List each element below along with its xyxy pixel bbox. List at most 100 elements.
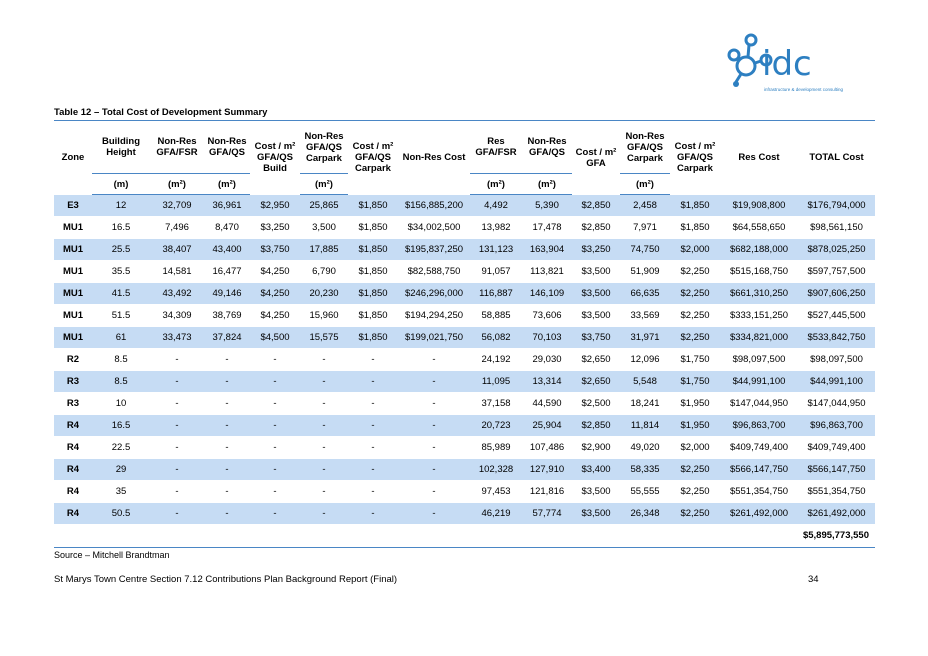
zone-cell: R4 (54, 458, 92, 481)
table-cell: 17,478 (522, 216, 572, 239)
table-cell: 73,606 (522, 304, 572, 327)
table-cell: 20,723 (470, 414, 522, 437)
table-cell: - (300, 414, 348, 437)
table-cell: $246,296,000 (398, 282, 470, 305)
header-res-gfa-qs: Non-Res GFA/QS (522, 121, 572, 174)
table-cell: $19,908,800 (720, 194, 798, 217)
table-cell: - (150, 458, 204, 481)
table-cell: - (204, 480, 250, 503)
unit-m2: (m²) (204, 173, 250, 195)
table-cell: - (150, 502, 204, 525)
table-cell: 24,192 (470, 348, 522, 371)
table-cell: $1,950 (670, 414, 720, 437)
zone-cell: MU1 (54, 282, 92, 305)
table-cell: - (348, 458, 398, 481)
total-row: $5,895,773,550 (54, 524, 875, 547)
table-cell: 36,961 (204, 194, 250, 217)
table-cell: 8,470 (204, 216, 250, 239)
table-row: R4 22.5- - - - - -85,989 107,486 $2,900 49,020 $2,… (54, 436, 875, 459)
table-cell: 8.5 (92, 348, 150, 371)
table-cell: 51,909 (620, 260, 670, 283)
table-cell: 113,821 (522, 260, 572, 283)
table-cell: $566,147,750 (798, 458, 875, 481)
table-cell: 2,458 (620, 194, 670, 217)
table-cell: $2,000 (670, 238, 720, 261)
zone-cell: R2 (54, 348, 92, 371)
table-cell: 74,750 (620, 238, 670, 261)
table-cell: $2,650 (572, 370, 620, 393)
table-cell: $2,250 (670, 304, 720, 327)
table-cell: - (348, 480, 398, 503)
table-cell: 49,146 (204, 282, 250, 305)
table-cell: - (398, 392, 470, 415)
table-cell: 50.5 (92, 502, 150, 525)
table-cell: - (348, 502, 398, 525)
table-cell: 57,774 (522, 502, 572, 525)
table-cell: $2,850 (572, 194, 620, 217)
table-cell: - (398, 414, 470, 437)
table-cell: $2,950 (250, 194, 300, 217)
table-cell: - (204, 436, 250, 459)
table-cell: - (250, 392, 300, 415)
table-cell: 37,824 (204, 326, 250, 349)
table-cell: $96,863,700 (720, 414, 798, 437)
table-cell: 7,971 (620, 216, 670, 239)
table-cell: 116,887 (470, 282, 522, 305)
table-cell: - (204, 392, 250, 415)
table-cell: 38,769 (204, 304, 250, 327)
table-cell: $147,044,950 (720, 392, 798, 415)
table-cell: 13,982 (470, 216, 522, 239)
table-row: R2 8.5- - - - - -24,192 29,030 $2,650 12,096 $1,75… (54, 348, 875, 371)
table-cell: - (204, 414, 250, 437)
table-cell: $3,750 (250, 238, 300, 261)
table-cell: 107,486 (522, 436, 572, 459)
table-cell: 32,709 (150, 194, 204, 217)
header-nonres-gfa-qs: Non-Res GFA/QS (204, 121, 250, 174)
table-cell: $98,097,500 (798, 348, 875, 371)
table-cell: - (398, 370, 470, 393)
table-cell: $2,850 (572, 216, 620, 239)
table-cell: $661,310,250 (720, 282, 798, 305)
table-cell: 31,971 (620, 326, 670, 349)
table-cell: $1,850 (348, 282, 398, 305)
table-cell: $3,500 (572, 282, 620, 305)
table-cell: - (300, 502, 348, 525)
table-cell: $3,500 (572, 480, 620, 503)
table-cell: $566,147,750 (720, 458, 798, 481)
table-cell: $1,750 (670, 370, 720, 393)
table-cell: - (204, 370, 250, 393)
header-res-gfa-fsr: Res GFA/FSR (470, 121, 522, 174)
table-cell: - (250, 458, 300, 481)
table-cell: $2,000 (670, 436, 720, 459)
table-cell: $98,561,150 (798, 216, 875, 239)
table-cell: $199,021,750 (398, 326, 470, 349)
table-cell: 55,555 (620, 480, 670, 503)
zone-cell: R4 (54, 436, 92, 459)
table-cell: 34,309 (150, 304, 204, 327)
table-cell: $1,850 (348, 194, 398, 217)
table-cell: 33,569 (620, 304, 670, 327)
table-cell: $2,250 (670, 326, 720, 349)
table-cell: 15,960 (300, 304, 348, 327)
table-row: R3 8.5- - - - - -11,095 13,314 $2,650 5,548 $1,750… (54, 370, 875, 393)
table-cell: - (150, 370, 204, 393)
table-cell: $3,250 (572, 238, 620, 261)
table-cell: 4,492 (470, 194, 522, 217)
table-cell: 16.5 (92, 216, 150, 239)
table-cell: - (300, 370, 348, 393)
table-cell: $682,188,000 (720, 238, 798, 261)
table-cell: $261,492,000 (798, 502, 875, 525)
table-cell: - (250, 436, 300, 459)
grand-total: $5,895,773,550 (798, 524, 875, 547)
table-cell: $1,850 (348, 216, 398, 239)
table-row: MU1 16.5 7,496 8,470 $3,250 3,500 $1,850 $34,00… (54, 216, 875, 239)
table-cell: 29,030 (522, 348, 572, 371)
table-cell: 85,989 (470, 436, 522, 459)
table-cell: 5,390 (522, 194, 572, 217)
table-cell: 12 (92, 194, 150, 217)
table-cell: $2,250 (670, 282, 720, 305)
table-cell: $333,151,250 (720, 304, 798, 327)
table-cell: $96,863,700 (798, 414, 875, 437)
table-cell: - (398, 502, 470, 525)
table-cell: 46,219 (470, 502, 522, 525)
